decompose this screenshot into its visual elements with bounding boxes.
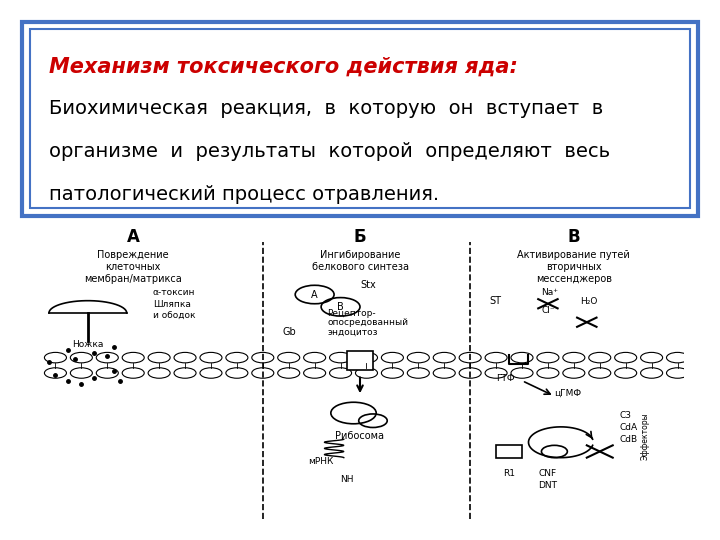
Text: Эффекторы: Эффекторы: [641, 412, 649, 460]
Text: Рецептор-: Рецептор-: [328, 309, 377, 318]
Text: мембран/матрикса: мембран/матрикса: [84, 274, 182, 284]
Text: Шляпка: Шляпка: [153, 300, 191, 309]
Text: цГМФ: цГМФ: [554, 389, 582, 398]
Text: Stx: Stx: [360, 280, 376, 291]
Text: H₂O: H₂O: [580, 297, 598, 306]
Text: A: A: [311, 289, 318, 300]
Text: CNF: CNF: [539, 469, 557, 478]
Bar: [496, 446, 522, 457]
Text: Рибосома: Рибосома: [336, 431, 384, 441]
Bar: [347, 352, 373, 370]
Text: DNT: DNT: [539, 482, 557, 490]
Text: организме  и  результаты  которой  определяют  весь: организме и результаты которой определяю…: [49, 142, 610, 161]
Text: Ингибирование: Ингибирование: [320, 249, 400, 260]
Text: Повреждение: Повреждение: [97, 249, 169, 260]
Text: Cl⁻: Cl⁻: [541, 306, 555, 315]
Text: Б: Б: [354, 228, 366, 246]
Text: вторичных: вторичных: [546, 262, 602, 272]
Text: α-токсин: α-токсин: [153, 287, 195, 296]
Text: патологический процесс отравления.: патологический процесс отравления.: [49, 185, 438, 204]
Text: B: B: [337, 302, 344, 312]
Text: R1: R1: [503, 469, 515, 478]
Text: мессенджеров: мессенджеров: [536, 274, 612, 284]
Text: C3: C3: [619, 410, 631, 420]
Text: Биохимическая  реакция,  в  которую  он  вступает  в: Биохимическая реакция, в которую он всту…: [49, 99, 603, 118]
Text: NH: NH: [341, 475, 354, 484]
Text: А: А: [127, 228, 140, 246]
Text: В: В: [567, 228, 580, 246]
Text: мРНК: мРНК: [308, 457, 333, 466]
Text: Механизм токсического действия яда:: Механизм токсического действия яда:: [49, 57, 518, 77]
Text: Gb: Gb: [282, 327, 296, 336]
Text: клеточных: клеточных: [106, 262, 161, 272]
Text: и ободок: и ободок: [153, 312, 195, 321]
Text: CdA: CdA: [619, 423, 637, 432]
Text: Ножка: Ножка: [72, 340, 103, 349]
Text: Na⁺: Na⁺: [541, 287, 559, 296]
Text: белкового синтеза: белкового синтеза: [312, 262, 408, 272]
Text: ST: ST: [490, 296, 502, 306]
Text: эндоцитоз: эндоцитоз: [328, 328, 378, 336]
Text: опосредованный: опосредованный: [328, 318, 409, 327]
Text: CdB: CdB: [619, 435, 637, 444]
FancyBboxPatch shape: [22, 22, 698, 216]
Text: ГТФ: ГТФ: [496, 374, 515, 383]
Text: Активирование путей: Активирование путей: [518, 249, 630, 260]
